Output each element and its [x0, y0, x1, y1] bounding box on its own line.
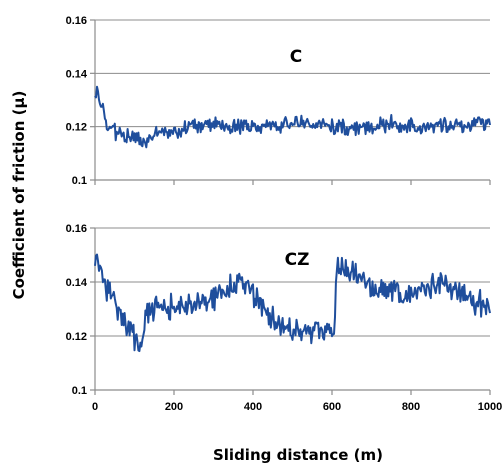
- y-tick-label: 0.14: [66, 68, 88, 80]
- x-tick-label: 800: [402, 401, 420, 413]
- panel-label: CZ: [285, 250, 310, 270]
- y-tick-label: 0.1: [72, 385, 87, 397]
- y-tick-label: 0.16: [66, 223, 87, 235]
- x-tick-label: 200: [165, 401, 183, 413]
- panel-label: C: [290, 47, 302, 67]
- y-tick-label: 0.14: [66, 277, 88, 289]
- y-tick-label: 0.12: [66, 122, 87, 134]
- y-tick-label: 0.16: [66, 15, 87, 27]
- series-line: [94, 253, 491, 353]
- x-tick-label: 400: [244, 401, 262, 413]
- y-tick-label: 0.12: [66, 331, 87, 343]
- y-axis-title: Coefficient of friction (μ): [10, 91, 28, 300]
- panel-cz: 0.16 0.14 0.12 0.1 CZ: [66, 223, 491, 397]
- y-tick-label: 0.1: [72, 175, 87, 187]
- panel-c: 0.16 0.14 0.12 0.1 C: [66, 15, 491, 187]
- series-line: [94, 85, 491, 149]
- x-tick-label: 600: [323, 401, 341, 413]
- x-axis-tick-labels: 0 200 400 600 800 1000: [92, 401, 502, 413]
- x-axis-title: Sliding distance (m): [213, 446, 383, 464]
- x-tick-label: 0: [92, 401, 98, 413]
- x-tick-label: 1000: [478, 401, 502, 413]
